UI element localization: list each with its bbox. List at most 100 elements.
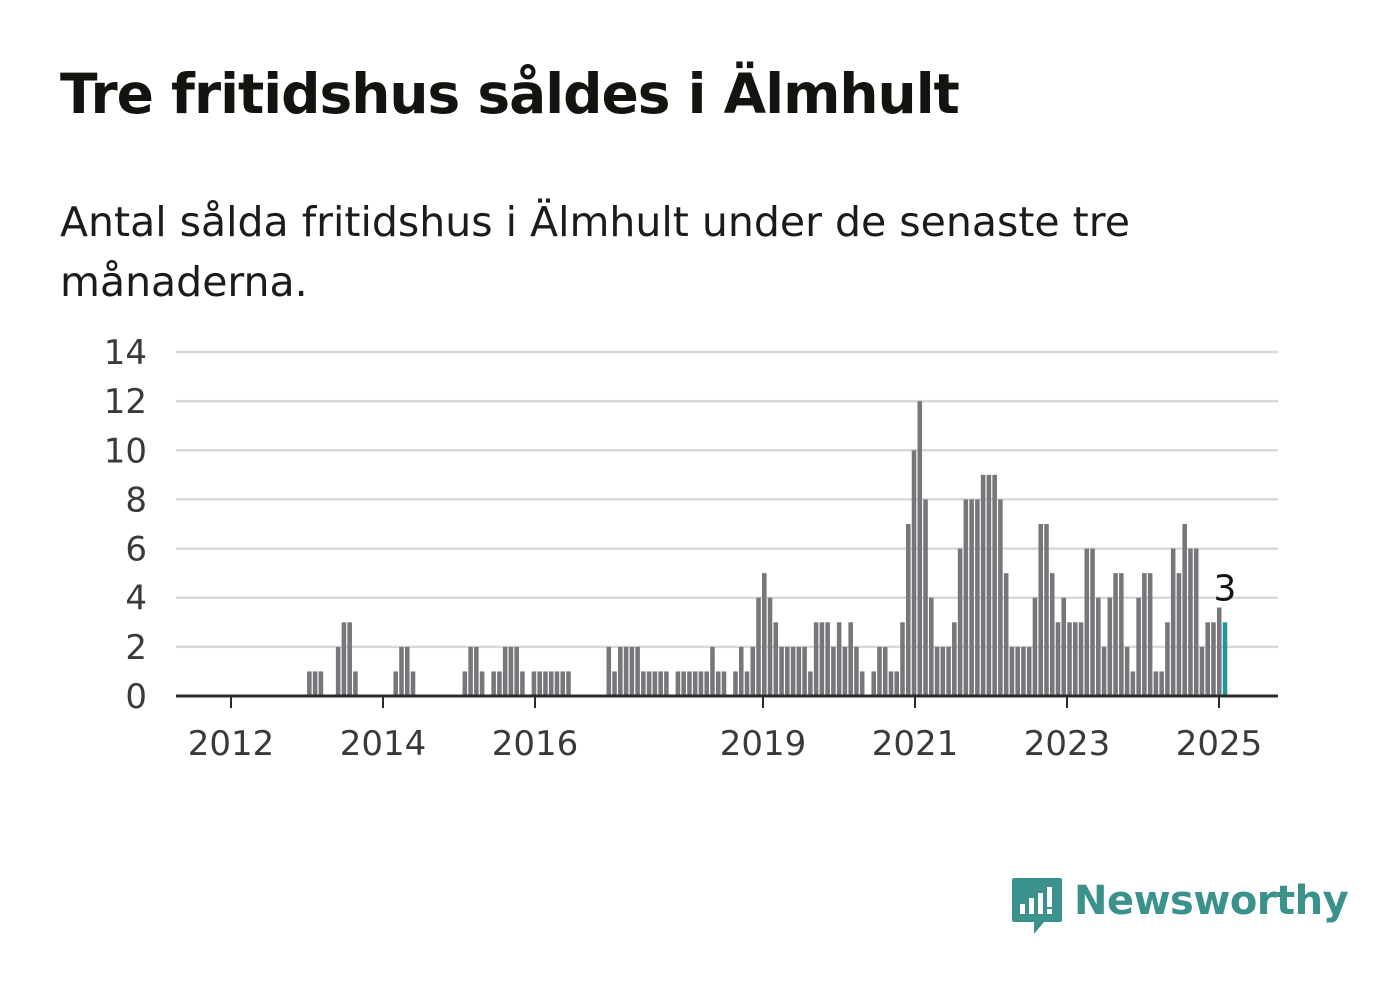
bar (854, 646, 859, 696)
bar (992, 474, 997, 696)
x-tick-label: 2019 (720, 724, 807, 764)
bar (1176, 573, 1182, 696)
bar (646, 671, 652, 696)
x-tick-label: 2016 (492, 724, 579, 764)
bar (905, 524, 911, 696)
bar (710, 646, 715, 696)
bar (859, 671, 865, 696)
y-tick-label: 2 (125, 628, 147, 668)
bar-chart: 0 2 4 6 8 10 12 14 2012 2014 2016 2019 2021 2023 2025… (104, 333, 1278, 764)
y-tick-label: 14 (104, 333, 147, 373)
bar (738, 646, 744, 696)
bar (934, 646, 940, 696)
bar (548, 671, 554, 696)
bar (520, 671, 525, 696)
y-tick-label: 0 (125, 677, 147, 717)
bar (353, 671, 358, 696)
bar (796, 646, 802, 696)
bar (399, 646, 404, 696)
bar (911, 450, 917, 696)
bar (508, 646, 514, 696)
chart-subtitle: Antal sålda fritidshus i Älmhult under d… (60, 198, 1130, 306)
bar (1113, 573, 1118, 696)
bar (969, 499, 974, 696)
x-tick-label: 2025 (1176, 724, 1263, 764)
bar (1107, 597, 1113, 696)
bar (393, 671, 399, 696)
bar (952, 622, 957, 696)
bar (975, 499, 980, 696)
bar (1078, 622, 1084, 696)
bar (1165, 622, 1170, 696)
bar (923, 499, 928, 696)
bar (813, 622, 819, 696)
bar (479, 671, 485, 696)
bar (1032, 597, 1038, 696)
chart-title: Tre fritidshus såldes i Älmhult (60, 62, 960, 126)
bar (652, 671, 658, 696)
bar (1182, 524, 1187, 696)
bar (658, 671, 663, 696)
bar (318, 671, 324, 696)
bar (882, 646, 888, 696)
bar (606, 646, 612, 696)
bar (1003, 573, 1009, 696)
bar (531, 671, 537, 696)
bar (1015, 646, 1020, 696)
bar (1188, 548, 1193, 696)
bar (1096, 597, 1101, 696)
bar (963, 499, 969, 696)
bar (514, 646, 519, 696)
x-tick-label: 2012 (188, 724, 275, 764)
bar (825, 622, 830, 696)
x-tick-label: 2021 (872, 724, 959, 764)
bar (917, 401, 923, 696)
bar (1021, 646, 1026, 696)
bar (1147, 573, 1153, 696)
bar (664, 671, 669, 696)
y-tick-label: 4 (125, 579, 147, 619)
bar (1055, 622, 1061, 696)
bar (681, 671, 686, 696)
bar (929, 597, 934, 696)
bar (744, 671, 750, 696)
bar (980, 474, 986, 696)
bar (698, 671, 704, 696)
bar (641, 671, 646, 696)
bar (629, 646, 635, 696)
bar (790, 646, 796, 696)
bar (940, 646, 946, 696)
bar (1026, 646, 1032, 696)
bar (404, 646, 410, 696)
bar (998, 499, 1003, 696)
bar (715, 671, 721, 696)
bar (1199, 646, 1205, 696)
bar (831, 646, 836, 696)
bar (802, 646, 807, 696)
bar (623, 646, 629, 696)
bar (750, 646, 756, 696)
y-tick-label: 10 (104, 431, 147, 471)
newsworthy-brand[interactable]: Newsworthy (1010, 876, 1349, 940)
bar (341, 622, 347, 696)
y-tick-label: 12 (104, 382, 147, 422)
bar (848, 622, 853, 696)
bar (1142, 573, 1147, 696)
bar (335, 646, 341, 696)
bar (612, 671, 617, 696)
bar (1084, 548, 1090, 696)
bar (1130, 671, 1136, 696)
bar (1009, 646, 1015, 696)
bar (497, 671, 502, 696)
bar (675, 671, 681, 696)
bar (1159, 671, 1164, 696)
bar (543, 671, 548, 696)
bar (474, 646, 479, 696)
bar (877, 646, 882, 696)
bar (618, 646, 623, 696)
annotation-label: 3 (1214, 568, 1237, 609)
bar (687, 671, 692, 696)
bar (635, 646, 640, 696)
bar (1101, 646, 1107, 696)
bar (871, 671, 876, 696)
